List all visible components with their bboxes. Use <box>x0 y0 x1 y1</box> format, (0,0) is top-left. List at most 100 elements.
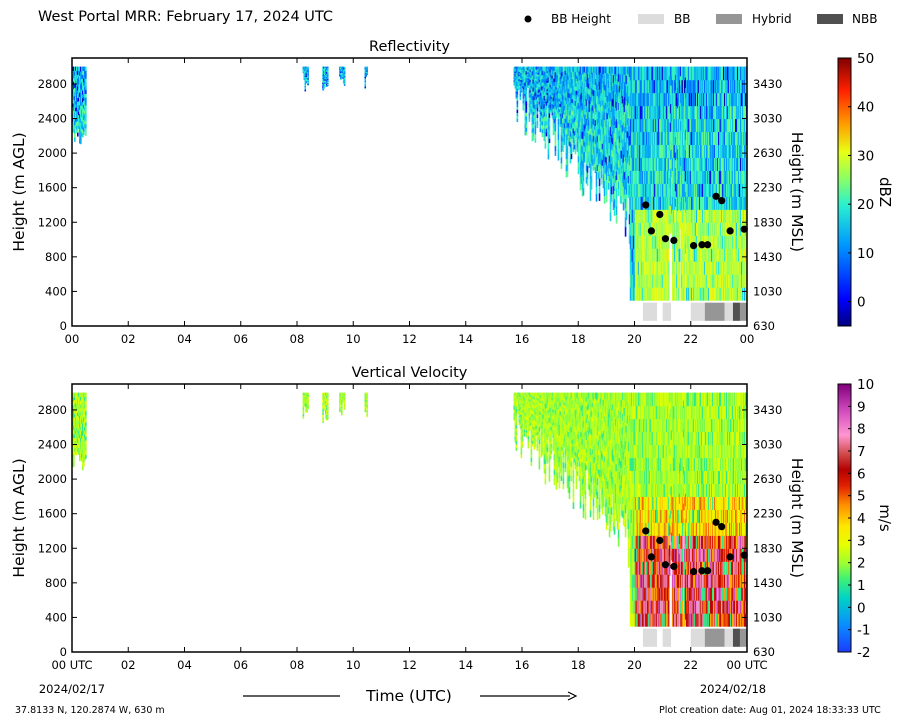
refl-echo-cell <box>675 222 678 236</box>
refl-echo-cell <box>554 101 557 107</box>
refl-echo-cell <box>704 248 707 262</box>
refl-echo-cell <box>531 70 534 76</box>
refl-echo-cell <box>576 71 579 77</box>
refl-echo-cell <box>615 196 618 207</box>
refl-echo-cell <box>714 144 717 159</box>
refl-echo-cell <box>594 125 597 132</box>
refl-echo-cell <box>649 79 652 94</box>
refl-echo-cell <box>613 182 616 192</box>
refl-echo-cell <box>307 67 309 70</box>
refl-echo-cell <box>728 105 731 120</box>
refl-echo-cell <box>556 106 559 110</box>
refl-echo-cell <box>552 104 555 109</box>
refl-echo-cell <box>307 69 309 72</box>
refl-echo-cell <box>708 261 711 275</box>
refl-echo-cell <box>673 209 676 223</box>
refl-echo-cell <box>628 164 631 176</box>
refl-echo-cell <box>575 125 578 130</box>
refl-echo-cell <box>577 72 580 80</box>
refl-echo-cell <box>684 66 687 78</box>
refl-echo-cell <box>658 118 661 133</box>
refl-echo-cell <box>573 94 576 100</box>
vv-echo-cell <box>76 427 78 432</box>
refl-echo-cell <box>608 98 611 106</box>
refl-echo-cell <box>524 104 527 109</box>
refl-echo-cell <box>621 73 624 82</box>
refl-echo-cell <box>739 261 742 275</box>
refl-echo-cell <box>685 196 688 210</box>
refl-echo-cell <box>634 209 637 223</box>
refl-echo-cell <box>597 147 600 154</box>
refl-echo-cell <box>692 144 695 159</box>
refl-echo-cell <box>661 248 664 262</box>
refl-echo-cell <box>666 235 669 249</box>
refl-echo-cell <box>524 127 527 132</box>
refl-echo-cell <box>727 105 730 120</box>
refl-echo-segment <box>339 66 346 86</box>
refl-echo-cell <box>539 66 542 71</box>
refl-echo-cell <box>729 118 732 133</box>
refl-echo-cell <box>532 91 535 96</box>
refl-echo-cell <box>624 226 627 237</box>
refl-echo-cell <box>690 261 693 275</box>
refl-echo-cell <box>585 105 588 113</box>
refl-echo-cell <box>671 131 674 146</box>
refl-echo-cell <box>517 88 520 91</box>
refl-echo-cell <box>657 274 660 288</box>
refl-echo-cell <box>571 114 574 120</box>
refl-echo-cell <box>582 159 585 168</box>
refl-echo-cell <box>80 66 82 72</box>
refl-echo-cell <box>83 92 85 98</box>
refl-echo-cell <box>682 144 685 159</box>
refl-echo-cell <box>733 92 736 107</box>
refl-echo-cell <box>662 144 665 159</box>
refl-echo-cell <box>538 74 541 78</box>
refl-echo-cell <box>578 92 581 98</box>
refl-echo-cell <box>524 100 527 106</box>
refl-echo-cell <box>581 174 584 183</box>
refl-echo-cell <box>519 97 522 101</box>
refl-echo-cell <box>625 151 628 161</box>
refl-echo-cell <box>560 77 563 85</box>
refl-echo-cell <box>569 114 572 121</box>
refl-echo-cell <box>520 90 523 93</box>
refl-echo-cell <box>641 196 644 210</box>
refl-echo-cell <box>667 144 670 159</box>
refl-echo-cell <box>635 209 638 223</box>
refl-echo-cell <box>534 121 537 126</box>
refl-echo-cell <box>632 183 635 197</box>
refl-echo-cell <box>649 248 652 262</box>
refl-echo-cell <box>606 95 609 102</box>
refl-echo-cell <box>645 92 648 107</box>
refl-echo-cell <box>690 105 693 120</box>
refl-echo-cell <box>681 66 684 81</box>
refl-echo-cell <box>518 80 521 82</box>
refl-echo-cell <box>537 83 540 86</box>
refl-echo-cell <box>607 114 610 122</box>
refl-echo-cell <box>704 92 707 107</box>
refl-echo-cell <box>670 213 673 223</box>
refl-echo-cell <box>525 74 528 79</box>
refl-echo-cell <box>622 185 625 195</box>
vv-echo-cell <box>78 419 80 425</box>
refl-echo-cell <box>582 66 585 75</box>
refl-echo-cell <box>614 66 617 75</box>
refl-echo-cell <box>732 157 735 171</box>
refl-echo-cell <box>729 79 732 94</box>
refl-echo-cell <box>736 248 739 262</box>
refl-echo-cell <box>637 105 640 120</box>
refl-echo-cell <box>555 100 558 104</box>
refl-echo-cell <box>650 144 653 159</box>
refl-echo-cell <box>597 153 600 161</box>
refl-echo-cell <box>706 261 709 275</box>
refl-echo-cell <box>712 222 715 236</box>
refl-echo-cell <box>572 90 575 96</box>
refl-echo-cell <box>527 80 530 83</box>
refl-echo-cell <box>678 92 681 107</box>
refl-echo-cell <box>522 76 525 80</box>
refl-echo-cell <box>582 123 585 132</box>
refl-echo-cell <box>694 287 697 301</box>
refl-echo-cell <box>729 170 732 184</box>
refl-echo-cell <box>681 209 684 223</box>
refl-echo-cell <box>680 131 683 146</box>
